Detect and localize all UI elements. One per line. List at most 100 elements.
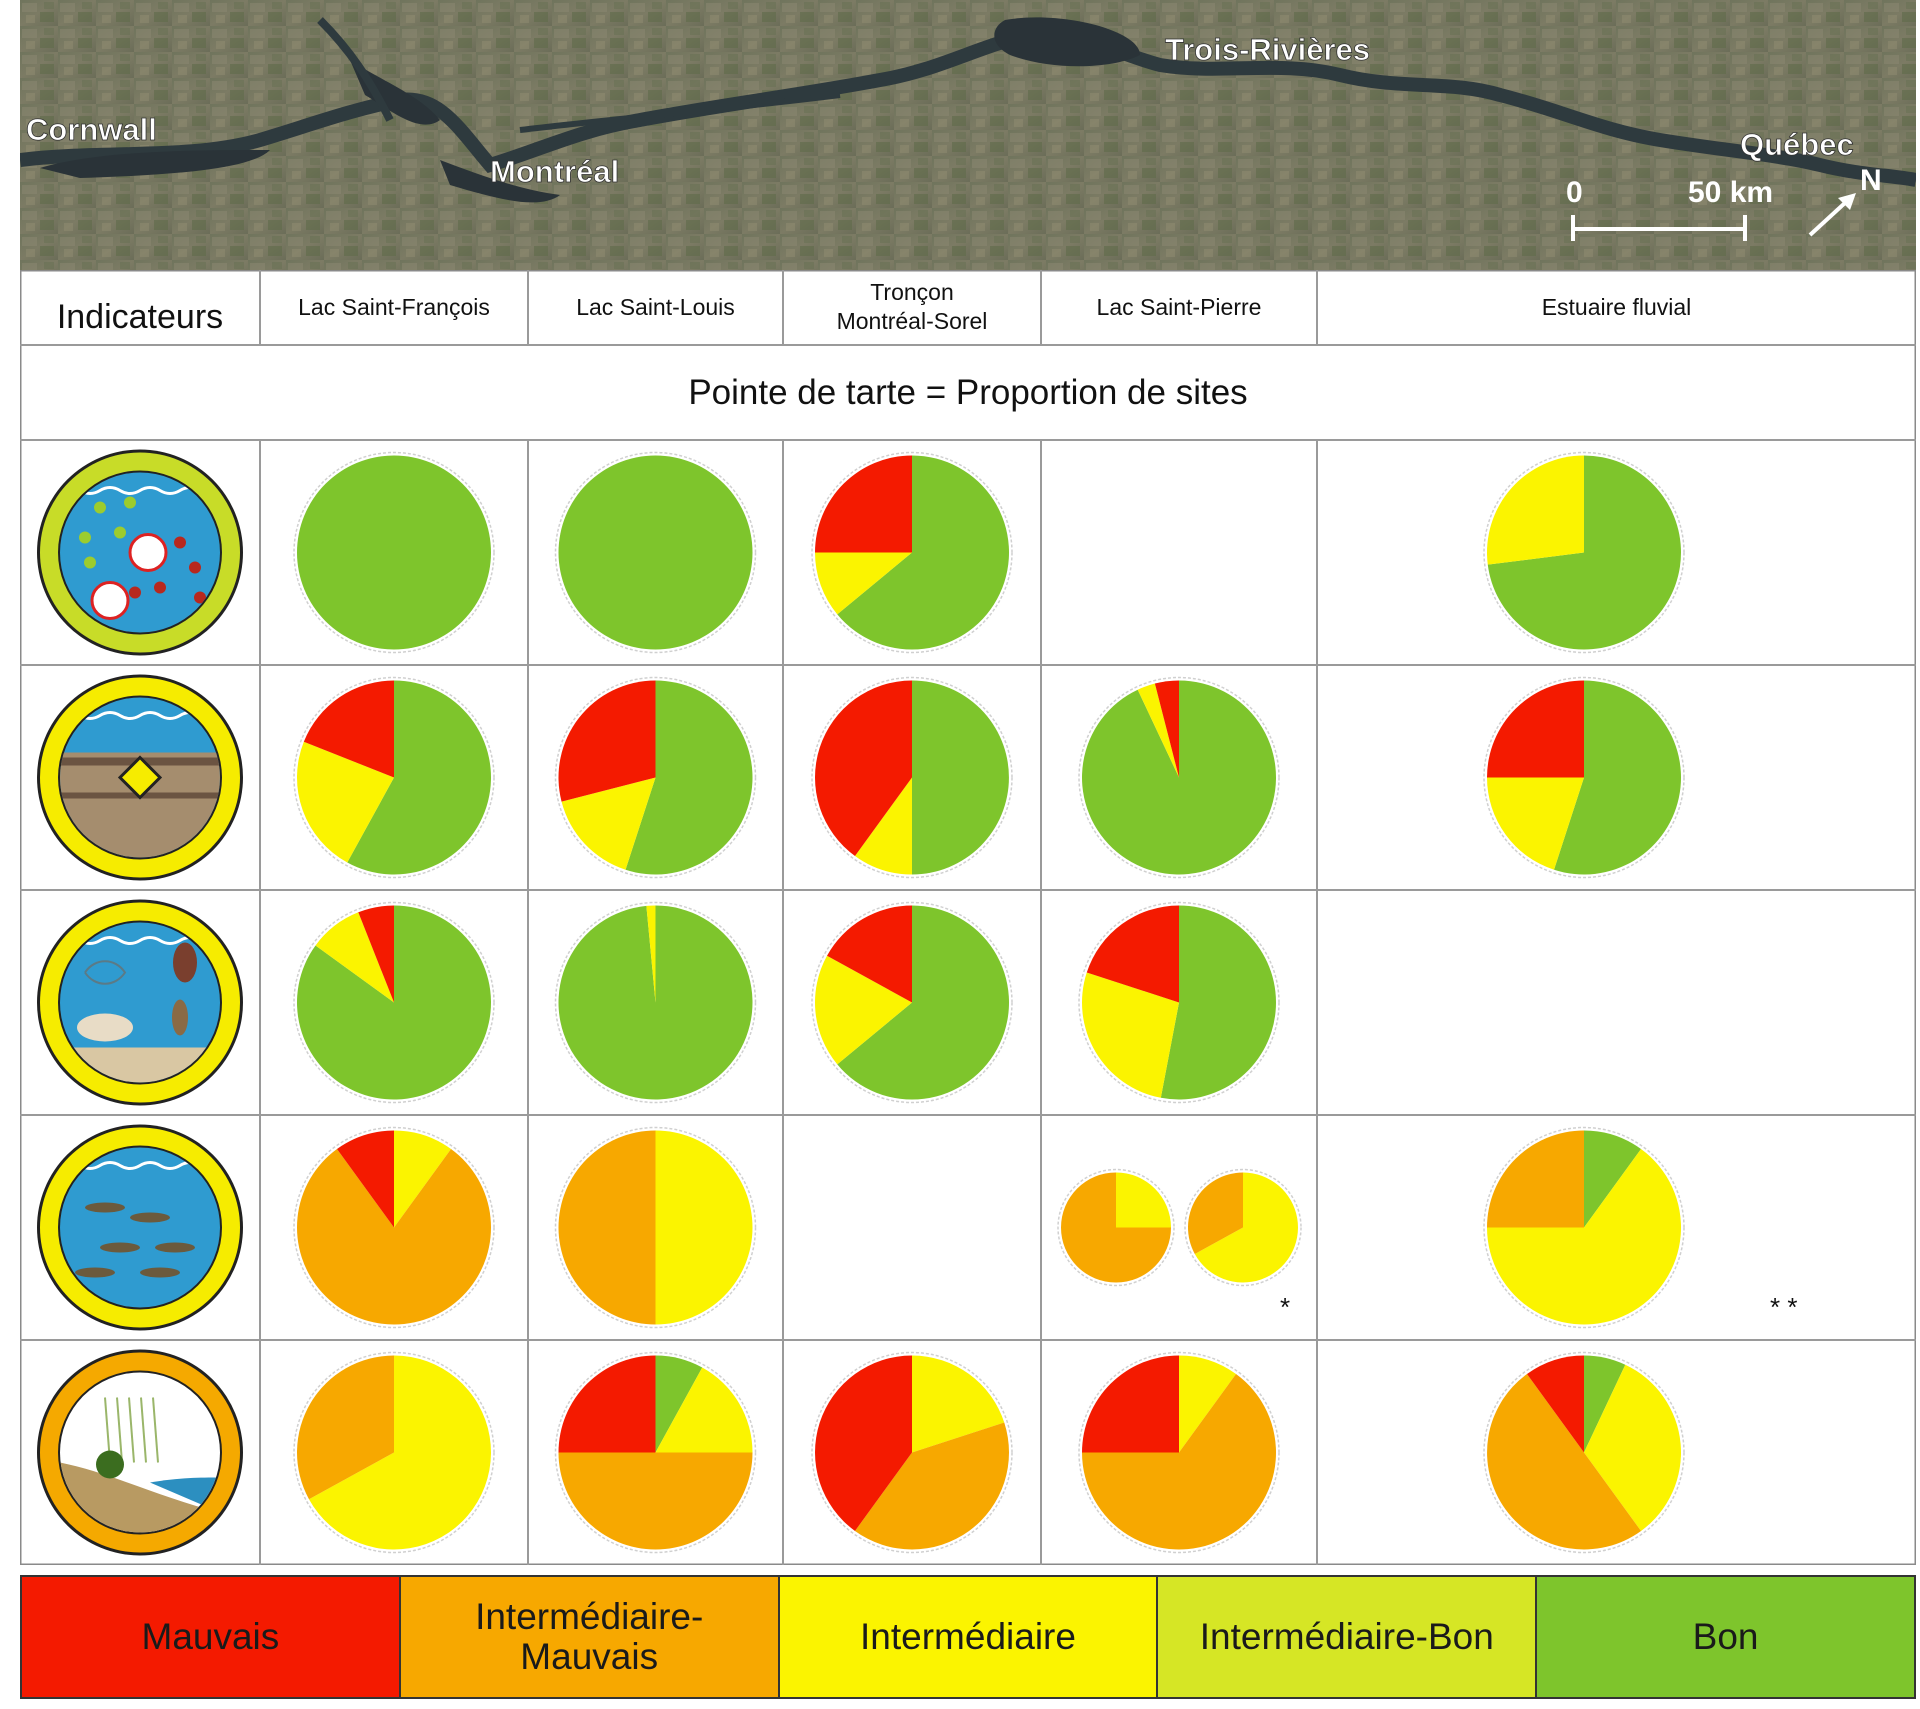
pie-r2-c2: [554, 676, 757, 879]
pie-r2-c1: [293, 676, 495, 879]
table-grid-lines: [20, 270, 1916, 1565]
pie-r2-c3: [811, 676, 1013, 879]
legend-item-intermediaire-mauvais: Intermédiaire- Mauvais: [400, 1577, 780, 1697]
pie-slice-interm-diaire: [1082, 972, 1179, 1098]
pie-slice-interm-diaire: [297, 741, 394, 863]
pie-slice-interm-diaire: [1486, 777, 1584, 870]
pie-r4-c4-a: [1057, 1168, 1175, 1287]
legend-item-mauvais: Mauvais: [22, 1577, 401, 1697]
pie-outline: [554, 451, 757, 654]
satellite-map: Cornwall Montréal Trois-Rivières Québec …: [20, 0, 1916, 270]
pie-outline: [1078, 901, 1280, 1104]
pie-slice-mauvais: [1082, 1355, 1179, 1453]
pie-outline: [1184, 1168, 1302, 1287]
place-montreal: Montréal: [490, 154, 619, 189]
pie-slice-interm-diaire: [1194, 1172, 1298, 1283]
pie-r5-c1: [293, 1351, 495, 1554]
icon-scene: [60, 1372, 220, 1533]
north-label: N: [1860, 164, 1882, 197]
pie-outline: [293, 901, 495, 1104]
scale-end-label: 50 km: [1688, 176, 1773, 209]
table-subtitle: Pointe de tarte = Proportion de sites: [688, 372, 1248, 412]
pie-r3-c4: [1078, 901, 1280, 1104]
pie-slice-bon: [347, 680, 492, 875]
place-cornwall: Cornwall: [26, 112, 157, 147]
pie-slice-interm-diaire-mauvais: [854, 1422, 1009, 1550]
pie-r5-c2: [554, 1351, 757, 1554]
pie-slice-mauvais: [1154, 680, 1179, 778]
pie-outline: [811, 451, 1013, 654]
pie-slice-interm-diaire: [308, 1355, 492, 1550]
pie-outline: [1078, 1351, 1280, 1554]
pie-outline: [554, 1351, 757, 1554]
pie-slice-interm-diaire-mauvais: [558, 1452, 753, 1550]
pie-slice-interm-diaire-mauvais: [296, 1149, 491, 1325]
pie-slice-interm-diaire-mauvais: [1061, 1172, 1171, 1283]
pie-r2-c5: [1483, 676, 1685, 879]
pie-slice-interm-diaire: [1584, 1364, 1681, 1531]
pie-slice-bon: [558, 455, 753, 650]
wetland-plants-icon: [37, 1349, 243, 1556]
pie-outline: [293, 676, 495, 879]
lake-saint-francois: [40, 150, 270, 178]
nutrients-icon: [37, 449, 243, 656]
pie-slice-interm-diaire-mauvais: [1487, 1130, 1584, 1228]
place-quebec: Québec: [1740, 127, 1854, 162]
pie-outline: [1483, 1126, 1685, 1329]
pie-slice-mauvais: [358, 905, 394, 1003]
sediment-icon: [37, 674, 243, 881]
indicator-table: [20, 270, 1916, 1565]
pie-slice-bon: [837, 455, 1009, 650]
pie-slice-interm-diaire: [1487, 455, 1584, 565]
pie-slice-interm-diaire: [561, 777, 656, 870]
pie-slice-mauvais: [815, 455, 912, 553]
pie-r3-c2: [554, 901, 757, 1104]
pie-slice-interm-diaire-mauvais: [1082, 1374, 1276, 1550]
sector-header-lac-saint-louis: Lac Saint-Louis: [576, 293, 735, 320]
pie-slice-interm-diaire: [912, 1355, 1005, 1453]
lake-saint-louis: [350, 60, 440, 125]
pie-slice-bon: [912, 680, 1009, 875]
scale-bar: [1571, 215, 1747, 241]
indicator-icons: [37, 449, 243, 1556]
pie-charts: [293, 451, 1685, 1554]
pie-slice-mauvais: [815, 1355, 912, 1531]
pie-outline: [811, 1351, 1013, 1554]
pie-r1-c5: [1483, 451, 1685, 654]
footnote-star-lac-saint-pierre: *: [1280, 1292, 1291, 1322]
pie-slice-bon: [1554, 680, 1681, 875]
pie-slice-interm-diaire: [815, 552, 912, 615]
pie-slice-interm-diaire: [815, 955, 912, 1065]
pie-slice-interm-diaire: [1487, 1149, 1681, 1325]
montreal-channel: [440, 160, 560, 203]
pie-r4-c1: [293, 1126, 495, 1329]
legend-item-bon: Bon: [1537, 1577, 1914, 1697]
fish-icon: [37, 1124, 243, 1331]
pie-slice-mauvais: [1086, 905, 1179, 1003]
pie-outline: [1078, 676, 1280, 879]
pie-outline: [293, 451, 495, 654]
pie-slice-interm-diaire-mauvais: [558, 1130, 656, 1325]
icon-scene: [60, 472, 220, 633]
pie-slice-interm-diaire: [1116, 1172, 1171, 1228]
pie-outline: [811, 676, 1013, 879]
footnote-stars-estuaire: * *: [1770, 1292, 1798, 1322]
legend: Mauvais Intermédiaire- Mauvais Intermédi…: [20, 1575, 1916, 1699]
pie-slice-interm-diaire: [1179, 1355, 1237, 1453]
table-border: [20, 270, 1916, 1565]
pie-r1-c2: [554, 451, 757, 654]
pie-outline: [293, 1126, 495, 1329]
pie-slice-mauvais: [558, 1355, 656, 1453]
indicators-header: Indicateurs: [56, 298, 224, 336]
pie-r1-c3: [811, 451, 1013, 654]
lake-saint-pierre: [994, 17, 1140, 67]
pie-slice-bon: [625, 680, 753, 875]
river-tributary-2: [519, 92, 841, 133]
pie-slice-mauvais: [1526, 1355, 1584, 1453]
pie-r1-c1: [293, 451, 495, 654]
pie-outline: [1483, 1351, 1685, 1554]
legend-item-intermediaire-bon: Intermédiaire-Bon: [1158, 1577, 1538, 1697]
pie-r5-c4: [1078, 1351, 1280, 1554]
pie-slice-bon: [1487, 455, 1681, 650]
sector-header-lac-saint-francois: Lac Saint-François: [298, 293, 490, 320]
